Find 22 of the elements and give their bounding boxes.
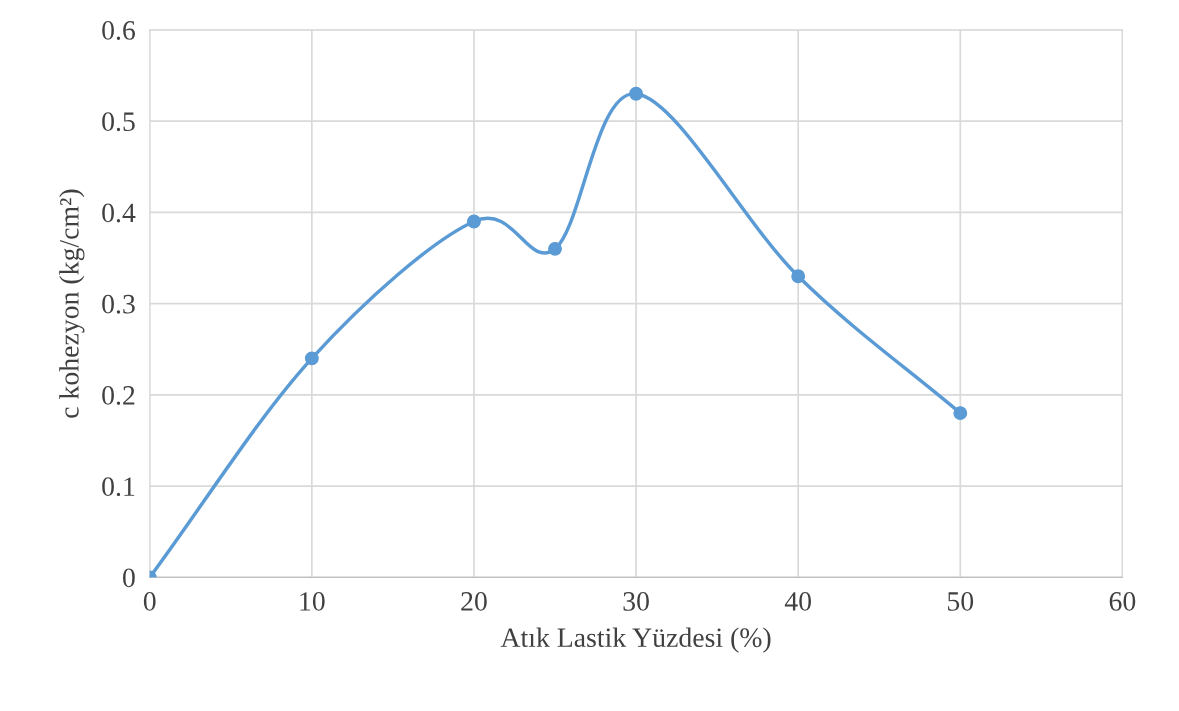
y-tick-label: 0.3 [102, 294, 135, 314]
y-tick-label: 0 [123, 568, 135, 588]
x-tick-label: 40 [784, 592, 812, 611]
point [304, 351, 319, 366]
x-tick-label: 10 [300, 592, 325, 611]
point [548, 241, 562, 256]
point [791, 269, 806, 284]
point [953, 406, 968, 421]
y-tick-label: 0.5 [102, 112, 135, 132]
point [629, 86, 644, 101]
x-tick-label: 50 [948, 592, 974, 611]
x-tick-label: 0 [143, 592, 156, 611]
y-tick-label: 0.4 [102, 203, 136, 223]
x-tick-label: 60 [1109, 592, 1136, 611]
y-tick-label: 0.6 [102, 21, 136, 40]
x-tick-label: 30 [623, 592, 649, 611]
x-axis-title: Atık Lastik Yüzdesi (%) [500, 627, 771, 653]
y-tick-label: 0.2 [102, 386, 135, 405]
y-tick-label: 0.1 [102, 477, 135, 497]
point [467, 214, 481, 229]
y-axis-title: c kohezyon (kg/cm²) [59, 189, 85, 418]
x-tick-label: 20 [461, 592, 487, 611]
